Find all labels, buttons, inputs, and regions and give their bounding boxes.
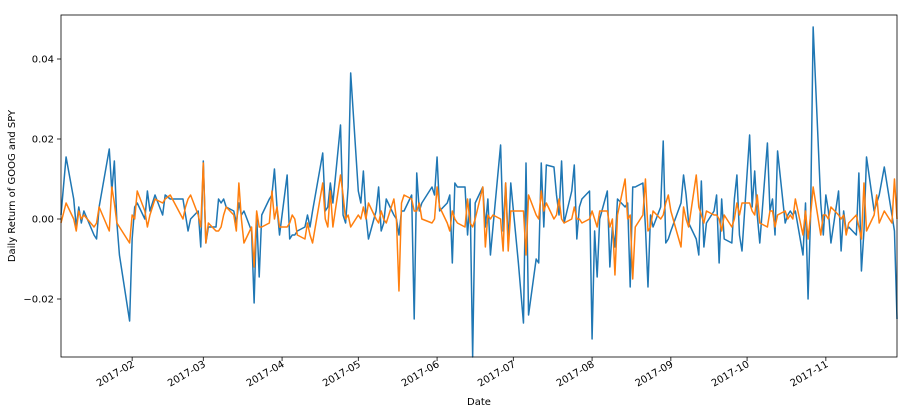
- series-layer: [60, 26, 898, 358]
- x-tick-label: 2017-11: [789, 359, 831, 389]
- y-tick-label: −0.02: [23, 295, 54, 306]
- x-tick-label: 2017-07: [476, 359, 518, 389]
- x-axis: 2017-02 2017-03 2017-04 2017-05 2017-06 2017-…: [95, 357, 830, 389]
- x-tick-label: 2017-08: [555, 359, 597, 389]
- y-axis: −0.02 0.00 0.02 0.04: [23, 55, 61, 306]
- plot-frame: [60, 14, 898, 358]
- x-tick-label: 2017-10: [710, 359, 752, 389]
- x-tick-label: 2017-05: [321, 359, 363, 389]
- x-tick-label: 2017-03: [166, 359, 208, 389]
- y-axis-label: Daily Return of GOOG and SPY: [7, 109, 18, 262]
- series-line-2: [60, 162, 898, 292]
- x-tick-label: 2017-06: [400, 359, 442, 389]
- x-tick-label: 2017-02: [95, 359, 137, 389]
- x-tick-label: 2017-04: [245, 359, 287, 389]
- series-line-1: [60, 26, 898, 358]
- x-axis-label: Date: [467, 397, 491, 408]
- y-tick-label: 0.04: [32, 55, 54, 66]
- y-tick-label: 0.00: [32, 215, 54, 226]
- y-tick-label: 0.02: [32, 135, 54, 146]
- x-tick-label: 2017-09: [634, 359, 676, 389]
